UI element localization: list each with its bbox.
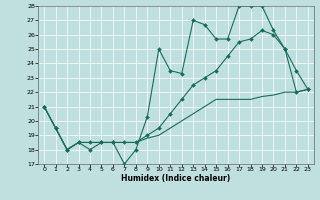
X-axis label: Humidex (Indice chaleur): Humidex (Indice chaleur) (121, 174, 231, 183)
